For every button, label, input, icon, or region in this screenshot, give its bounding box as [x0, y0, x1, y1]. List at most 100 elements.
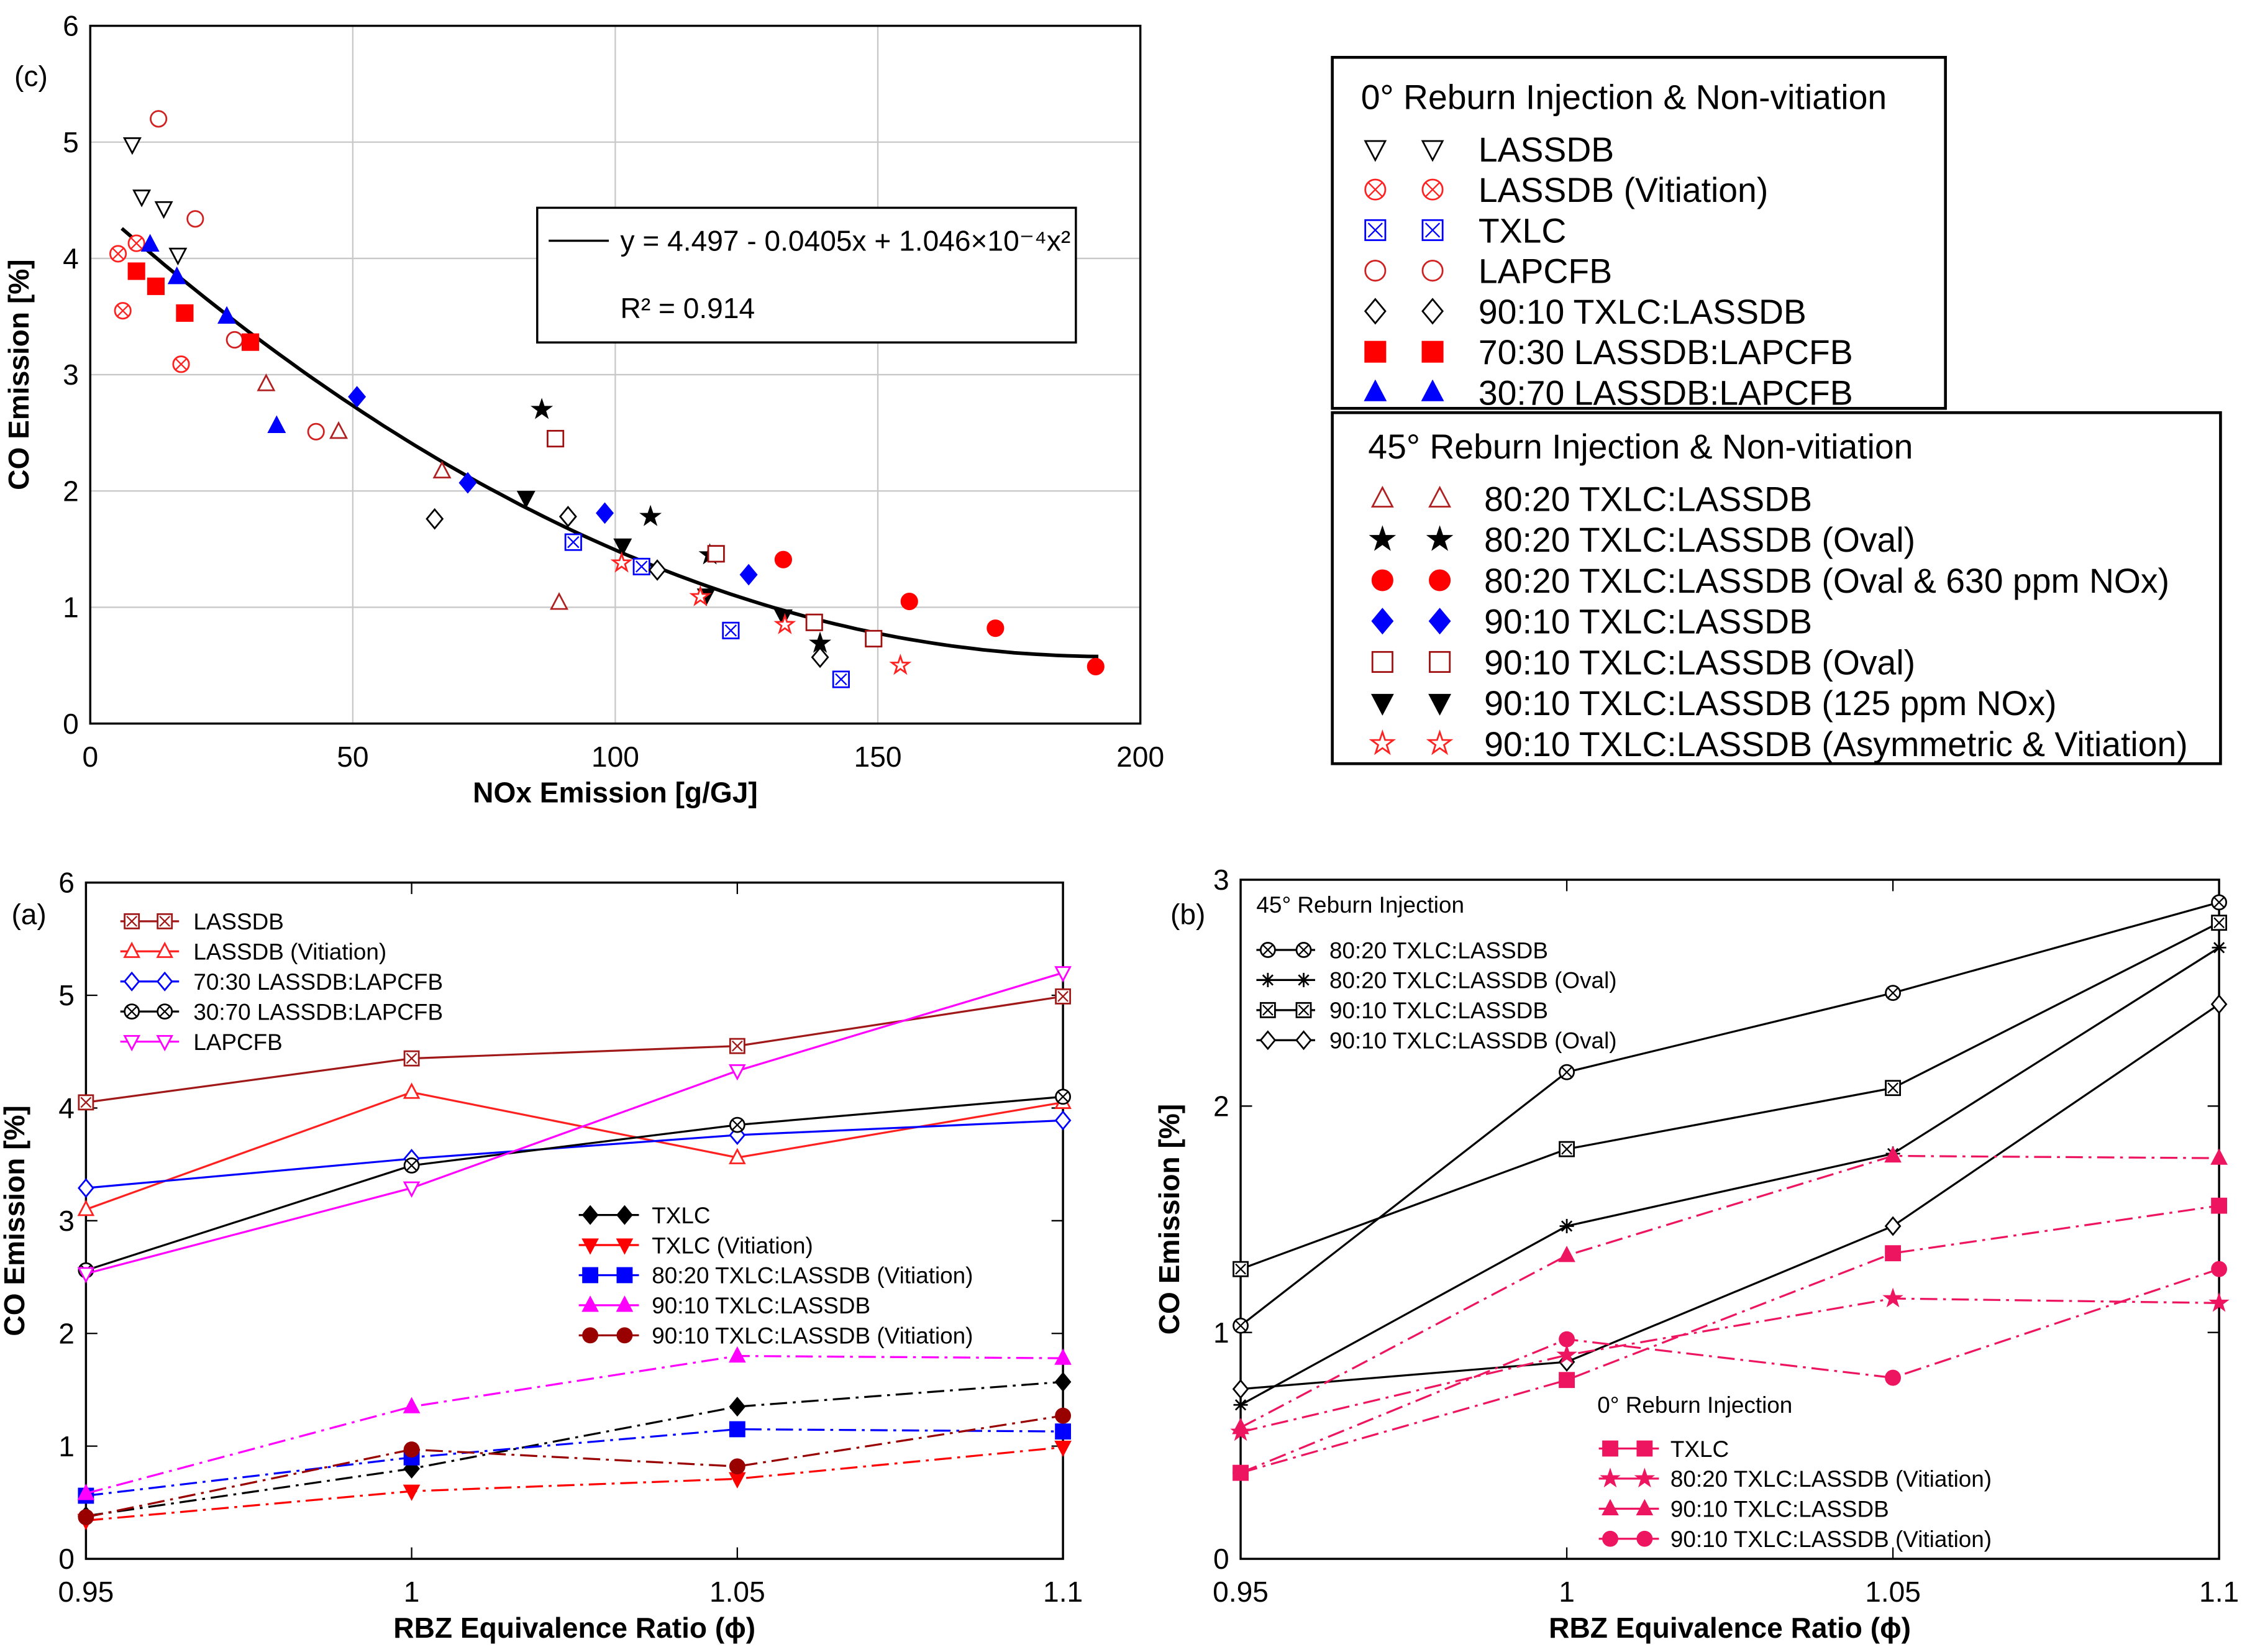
legend-entry: 80:20 TXLC:LASSDB — [1256, 938, 1548, 963]
triangle-down-mark — [154, 201, 173, 219]
legend-entry: TXLC (Vitiation) — [578, 1233, 813, 1258]
tri-up-marker — [432, 460, 452, 478]
triangle-down-mark — [1054, 1440, 1072, 1458]
triangle-down-mark — [132, 189, 152, 208]
series-line — [1240, 1268, 2220, 1474]
cross-stroke — [1235, 1320, 1246, 1331]
cross-stroke — [80, 1097, 92, 1108]
legend-label: 90:10 TXLC:LASSDB — [1479, 293, 1807, 331]
circle-mark — [1055, 1407, 1072, 1424]
tri-up-marker — [140, 234, 160, 252]
star-marker — [1426, 525, 1454, 551]
legend-entry: 80:20 TXLC:LASSDB (Oval) — [1369, 521, 1915, 559]
tri-up-marker — [1558, 1246, 1575, 1262]
triangle-mark — [156, 941, 174, 958]
star-mark — [639, 504, 662, 526]
diamond-marker — [616, 1205, 633, 1225]
star-marker — [1600, 1467, 1621, 1488]
diamond-marker — [1259, 1030, 1277, 1051]
triangle-mark — [1884, 1146, 1902, 1163]
diamond-mark — [558, 506, 577, 527]
circle-marker — [1602, 1530, 1618, 1547]
tri-up-marker — [581, 1295, 599, 1312]
legend-entry: TXLC — [1598, 1436, 1729, 1462]
square-marker — [1885, 1245, 1902, 1262]
square-marker — [1055, 1423, 1072, 1440]
circle-marker — [1421, 260, 1444, 282]
y-tick-label: 1 — [63, 591, 79, 624]
legend-label: 80:20 TXLC:LASSDB (Vitiation) — [1670, 1466, 1992, 1492]
triangle-down-mark — [403, 1181, 421, 1198]
square-mark — [241, 333, 260, 351]
x-tick-label: 200 — [1116, 741, 1164, 773]
series-80-20-txlc-lassdb-vitiation- — [78, 1421, 1072, 1504]
legend-label: 80:20 TXLC:LASSDB — [1329, 938, 1548, 963]
square-marker — [1602, 1440, 1618, 1457]
circle-marker — [1421, 178, 1444, 201]
x-tick-label: 1.05 — [709, 1576, 765, 1608]
diamond-marker — [426, 508, 444, 530]
square-marker — [124, 913, 140, 929]
legend-entry: 70:30 LASSDB:LAPCFB — [1364, 333, 1853, 372]
triangle-mark — [432, 460, 452, 478]
legend-label: 90:10 TXLC:LASSDB — [1670, 1497, 1889, 1522]
square-marker — [2211, 915, 2228, 931]
circle-marker — [729, 1458, 745, 1475]
triangle-mark — [616, 1295, 634, 1312]
diamond-marker — [1364, 298, 1387, 325]
star-marker — [1556, 1344, 1577, 1364]
star-mark — [531, 398, 554, 419]
y-axis-label: CO Emission [%] — [2, 259, 35, 490]
x-tick-label: 1 — [404, 1576, 420, 1608]
tri-up-marker — [217, 306, 237, 324]
series-30-70-lassdb-lapcfb — [78, 1088, 1072, 1279]
square-marker — [865, 629, 883, 648]
tri-up-marker — [77, 1484, 95, 1500]
square-marker — [832, 670, 850, 688]
tri-down-marker — [123, 1034, 140, 1052]
legend-entry: LASSDB — [1364, 130, 1614, 169]
diamond-mark — [426, 508, 444, 530]
panel-label: (a) — [11, 898, 46, 930]
triangle-down-mark — [581, 1238, 599, 1255]
tri-up-marker — [329, 421, 349, 439]
circle-mark — [1371, 569, 1393, 591]
star-mark — [1600, 1467, 1621, 1488]
legend-entry: 80:20 TXLC:LASSDB (Vitiation) — [1598, 1466, 1992, 1492]
circle-marker — [124, 1003, 140, 1020]
tri-up-marker — [257, 373, 276, 391]
square-marker — [1421, 219, 1444, 241]
legend-entry: 90:10 TXLC:LASSDB (Oval) — [1371, 643, 1915, 682]
legend-entry: 70:30 LASSDB:LAPCFB — [120, 969, 443, 995]
legend-label: TXLC (Vitiation) — [652, 1233, 813, 1258]
triangle-down-mark — [1370, 693, 1394, 716]
square-marker — [616, 1267, 633, 1284]
legend-label: 90:10 TXLC:LASSDB — [1329, 998, 1548, 1023]
diamond-mark — [1421, 298, 1444, 325]
circle-mark — [616, 1327, 633, 1344]
square-marker — [1233, 1261, 1249, 1277]
cross-stroke — [1235, 1263, 1246, 1275]
cross-stroke — [1887, 987, 1898, 999]
star-mark — [1426, 525, 1454, 551]
legend-label: 90:10 TXLC:LASSDB — [652, 1293, 870, 1318]
tri-up-marker — [2210, 1148, 2228, 1165]
cross-stroke — [731, 1040, 743, 1052]
triangle-mark — [1421, 379, 1444, 401]
circle-marker — [403, 1157, 420, 1174]
circle-mark — [186, 210, 204, 228]
square-marker — [1559, 1141, 1575, 1157]
legend-label: 70:30 LASSDB:LAPCFB — [1479, 333, 1853, 372]
diamond-mark — [1054, 1110, 1072, 1131]
star-mark — [889, 654, 912, 675]
tri-down-marker — [729, 1064, 746, 1081]
series-90-10-txlc-lassdb-asymmetric-vitiation- — [610, 551, 912, 675]
y-tick-label: 2 — [1213, 1090, 1229, 1122]
triangle-mark — [123, 941, 140, 958]
diamond-mark — [1428, 608, 1451, 635]
triangle-down-mark — [168, 247, 188, 266]
circle-mark — [1602, 1530, 1618, 1547]
diamond-marker — [156, 971, 173, 992]
legend-entry: LASSDB (Vitiation) — [120, 939, 386, 965]
series-line — [1240, 1205, 2220, 1474]
